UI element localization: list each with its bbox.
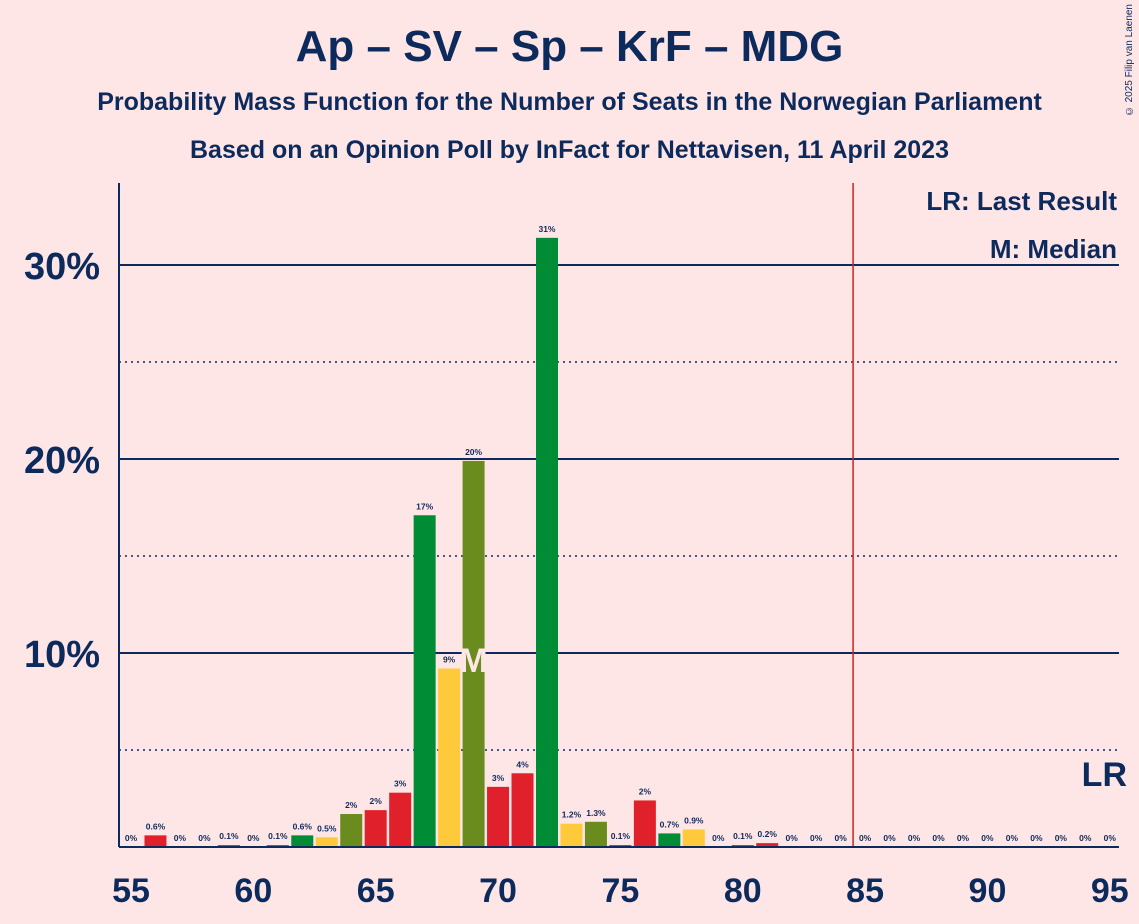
bar-seat-78 <box>682 829 705 847</box>
bar-label: 0% <box>883 833 896 843</box>
bar-label: 0.6% <box>293 821 313 831</box>
x-tick-label: 80 <box>724 872 762 910</box>
x-tick-label: 55 <box>112 872 150 910</box>
legend-group: LR: Last Result M: Median LR <box>926 186 1127 794</box>
x-tick-label: 95 <box>1091 872 1129 910</box>
bar-label: 0% <box>712 833 725 843</box>
bar-label: 0.1% <box>733 831 753 841</box>
bar-seat-70 <box>487 786 510 847</box>
x-tick-label: 90 <box>969 872 1007 910</box>
bar-label: 3% <box>394 779 407 789</box>
bar-label: 0% <box>1104 833 1117 843</box>
bar-label: 17% <box>416 501 433 511</box>
bar-seat-73 <box>560 823 583 847</box>
bar-label: 0% <box>786 833 799 843</box>
bar-label: 0% <box>932 833 945 843</box>
bar-label: 9% <box>443 655 456 665</box>
grid-lines: 10% 20% 30% <box>24 246 1119 751</box>
axes-group: 55 60 65 70 75 80 85 90 95 <box>112 183 1129 910</box>
bar-seat-72 <box>535 237 558 848</box>
bar-label: 0% <box>174 833 187 843</box>
bar-seat-62 <box>291 835 314 847</box>
y-tick-label: 30% <box>24 246 100 288</box>
bar-label: 0% <box>834 833 847 843</box>
bar-label: 0% <box>125 833 138 843</box>
bar-seat-65 <box>364 810 387 847</box>
bar-seat-67 <box>413 515 436 847</box>
bar-label: 1.2% <box>562 810 582 820</box>
chart-source: Based on an Opinion Poll by InFact for N… <box>190 136 949 164</box>
bar-label: 1.3% <box>586 808 606 818</box>
bar-seat-64 <box>340 814 363 847</box>
x-tick-label: 65 <box>357 872 395 910</box>
x-tick-label: 70 <box>479 872 517 910</box>
bar-label: 0% <box>981 833 994 843</box>
chart-subtitle: Probability Mass Function for the Number… <box>97 88 1042 116</box>
bar-label: 2% <box>345 800 358 810</box>
x-tick-label: 75 <box>601 872 639 910</box>
bar-seat-56 <box>144 835 167 847</box>
bar-label: 0.7% <box>660 819 680 829</box>
bar-label: 2% <box>639 786 652 796</box>
bar-label: 0% <box>908 833 921 843</box>
bar-label: 0.9% <box>684 816 704 826</box>
bar-label: 0.2% <box>758 829 778 839</box>
bar-label: 0% <box>1079 833 1092 843</box>
chart-title: Ap – SV – Sp – KrF – MDG <box>295 22 844 71</box>
legend-last-result: LR: Last Result <box>926 186 1117 216</box>
y-tick-label: 20% <box>24 440 100 482</box>
bar-label: 0% <box>859 833 872 843</box>
bar-label: 0.1% <box>219 831 239 841</box>
bar-label: 0.6% <box>146 821 166 831</box>
bar-label: 0.5% <box>317 823 337 833</box>
bar-label: 0% <box>810 833 823 843</box>
legend-median: M: Median <box>990 234 1117 264</box>
bars-group <box>144 237 779 848</box>
bar-label: 2% <box>370 796 383 806</box>
bar-label: 0% <box>1006 833 1019 843</box>
bar-labels-group: 0% 0.6% 0% 0% 0.1% 0% 0.1% 0.6% 0.5% 2% 2% 3% 17% 9% 2… <box>125 183 1117 847</box>
bar-label: 31% <box>538 224 555 234</box>
bar-seat-63 <box>315 837 338 847</box>
bar-label: 0% <box>1030 833 1043 843</box>
bar-seat-71 <box>511 773 534 847</box>
bar-seat-74 <box>584 821 607 847</box>
last-result-marker: LR <box>1082 756 1127 794</box>
bar-label: 3% <box>492 773 505 783</box>
y-tick-label: 10% <box>24 634 100 676</box>
bar-label: 0% <box>957 833 970 843</box>
median-marker: M <box>459 642 487 680</box>
bar-seat-66 <box>389 792 412 847</box>
bar-seat-76 <box>633 800 656 847</box>
bar-label: 0.1% <box>268 831 288 841</box>
bar-label: 0% <box>1055 833 1068 843</box>
x-tick-label: 85 <box>846 872 884 910</box>
bar-label: 0.1% <box>611 831 631 841</box>
x-tick-label: 60 <box>234 872 272 910</box>
bar-seat-68 <box>438 668 461 847</box>
bar-label: 0% <box>247 833 260 843</box>
bar-seat-81 <box>756 843 779 847</box>
bar-seat-69 <box>462 460 485 847</box>
bar-label: 4% <box>516 759 529 769</box>
bar-label: 20% <box>465 447 482 457</box>
bar-seat-77 <box>658 833 681 847</box>
bar-label: 0% <box>198 833 211 843</box>
